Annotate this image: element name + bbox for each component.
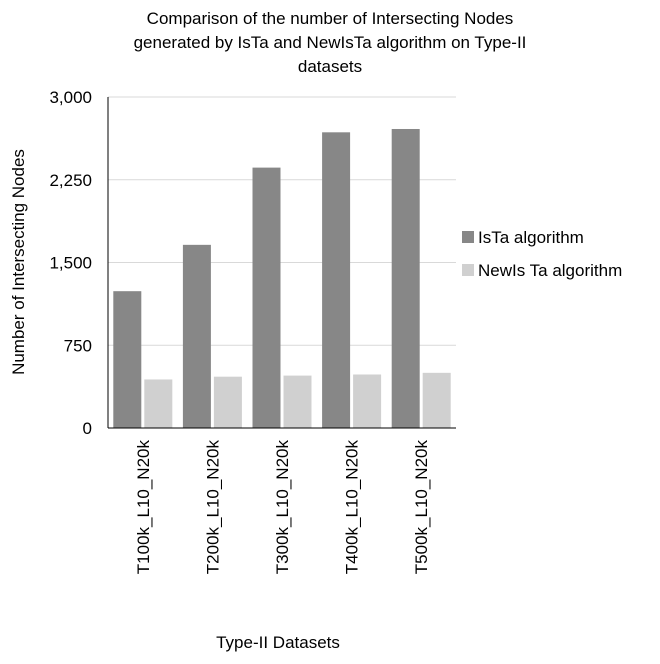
chart-title-line-3: datasets — [298, 57, 362, 76]
y-tick-labels: 0 750 1,500 2,250 3,000 — [49, 88, 92, 438]
x-tick-label: T100k_L10_N20k — [134, 440, 153, 575]
legend-label: IsTa algorithm — [478, 228, 584, 247]
y-axis-label: Number of Intersecting Nodes — [9, 149, 28, 375]
y-tick-label: 0 — [83, 419, 92, 438]
bar-ista-2 — [182, 244, 211, 428]
y-tick-label: 1,500 — [49, 254, 92, 273]
chart-title: Comparison of the number of Intersecting… — [134, 9, 527, 76]
bar-ista-4 — [322, 132, 351, 428]
bar-newista-2 — [213, 376, 242, 428]
chart-title-line-1: Comparison of the number of Intersecting… — [147, 9, 514, 28]
legend-label: NewIs Ta algorithm — [478, 261, 622, 280]
x-tick-label: T500k_L10_N20k — [412, 440, 431, 575]
bar-ista-5 — [391, 128, 420, 428]
y-tick-label: 3,000 — [49, 88, 92, 107]
bar-ista-3 — [252, 167, 281, 428]
legend: IsTa algorithm NewIs Ta algorithm — [462, 228, 622, 280]
x-tick-label: T400k_L10_N20k — [343, 440, 362, 575]
x-tick-label: T200k_L10_N20k — [203, 440, 222, 575]
legend-swatch — [462, 264, 474, 276]
y-tick-label: 2,250 — [49, 171, 92, 190]
axes — [107, 97, 456, 429]
legend-swatch — [462, 231, 474, 243]
bar-newista-5 — [422, 372, 451, 428]
chart-title-line-2: generated by IsTa and NewIsTa algorithm … — [134, 33, 527, 52]
bar-newista-4 — [353, 374, 382, 428]
y-tick-label: 750 — [64, 336, 92, 355]
x-tick-labels: T100k_L10_N20k T200k_L10_N20k T300k_L10_N2… — [134, 440, 431, 575]
x-tick-label: T300k_L10_N20k — [273, 440, 292, 575]
bar-ista-1 — [113, 291, 142, 428]
x-axis-label: Type-II Datasets — [216, 633, 340, 652]
bar-newista-1 — [144, 379, 173, 428]
bars — [113, 128, 451, 428]
bar-newista-3 — [283, 375, 312, 428]
